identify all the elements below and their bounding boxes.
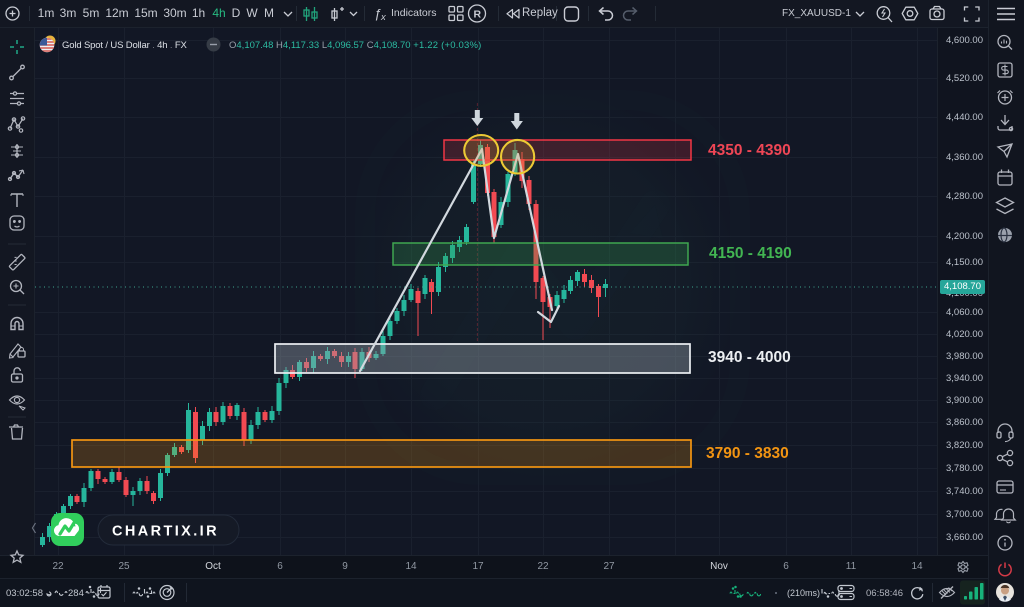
svg-text:284: 284	[68, 588, 84, 599]
svg-text:4150 - 4190: 4150 - 4190	[709, 245, 792, 262]
svg-text:(210ms): (210ms)	[787, 588, 820, 598]
svg-text:x: x	[380, 12, 387, 23]
svg-text:06:58:46: 06:58:46	[866, 588, 903, 599]
svg-text:4350 - 4390: 4350 - 4390	[708, 142, 791, 159]
svg-text:03:02:58: 03:02:58	[6, 588, 43, 599]
svg-text:R: R	[474, 9, 482, 21]
svg-text:3790 - 3830: 3790 - 3830	[706, 445, 789, 462]
svg-text:3940 - 4000: 3940 - 4000	[708, 349, 791, 366]
svg-text:ƒ: ƒ	[374, 6, 381, 21]
svg-text:CHARTIX.IR: CHARTIX.IR	[112, 524, 219, 540]
